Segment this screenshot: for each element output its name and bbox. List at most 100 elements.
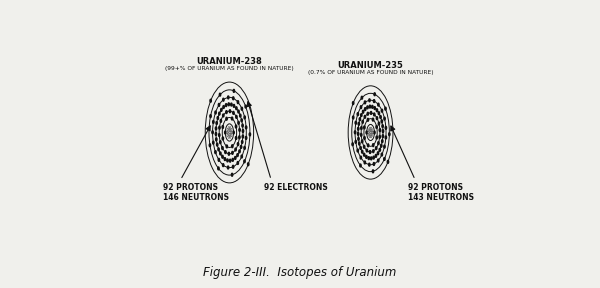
Ellipse shape xyxy=(361,127,362,130)
Ellipse shape xyxy=(364,137,365,139)
Ellipse shape xyxy=(364,115,365,118)
Ellipse shape xyxy=(357,149,358,152)
Ellipse shape xyxy=(370,131,371,134)
Text: (0.7% OF URANIUM AS FOUND IN NATURE): (0.7% OF URANIUM AS FOUND IN NATURE) xyxy=(308,70,433,75)
Ellipse shape xyxy=(226,117,227,120)
Ellipse shape xyxy=(218,158,220,161)
Ellipse shape xyxy=(233,105,235,107)
Ellipse shape xyxy=(238,110,239,113)
Ellipse shape xyxy=(233,90,235,92)
Ellipse shape xyxy=(366,149,368,152)
Ellipse shape xyxy=(362,150,363,153)
Ellipse shape xyxy=(241,119,242,122)
Ellipse shape xyxy=(235,156,236,159)
Ellipse shape xyxy=(218,167,219,170)
Ellipse shape xyxy=(360,147,361,149)
Ellipse shape xyxy=(374,113,375,116)
Ellipse shape xyxy=(368,131,369,134)
Ellipse shape xyxy=(384,145,385,148)
Ellipse shape xyxy=(377,103,379,106)
Ellipse shape xyxy=(227,166,229,169)
Ellipse shape xyxy=(378,112,380,115)
Ellipse shape xyxy=(242,124,243,127)
Ellipse shape xyxy=(367,112,368,115)
Ellipse shape xyxy=(222,147,223,149)
Ellipse shape xyxy=(377,152,379,155)
Ellipse shape xyxy=(242,135,244,138)
Ellipse shape xyxy=(236,107,237,110)
Ellipse shape xyxy=(219,126,220,129)
Ellipse shape xyxy=(222,126,223,128)
Ellipse shape xyxy=(239,128,240,131)
Ellipse shape xyxy=(380,115,381,118)
Ellipse shape xyxy=(233,131,234,134)
Ellipse shape xyxy=(378,122,380,125)
Ellipse shape xyxy=(235,148,236,151)
Ellipse shape xyxy=(230,103,232,106)
Text: 92 PROTONS
143 NEUTRONS: 92 PROTONS 143 NEUTRONS xyxy=(408,183,474,202)
Ellipse shape xyxy=(384,117,385,120)
Ellipse shape xyxy=(352,143,353,146)
Ellipse shape xyxy=(244,116,245,119)
Ellipse shape xyxy=(248,163,249,166)
Ellipse shape xyxy=(370,127,371,130)
Ellipse shape xyxy=(379,129,380,132)
Ellipse shape xyxy=(241,155,242,158)
Ellipse shape xyxy=(381,120,382,123)
Ellipse shape xyxy=(244,147,245,149)
Ellipse shape xyxy=(380,144,382,147)
Ellipse shape xyxy=(220,141,221,144)
Ellipse shape xyxy=(359,118,361,121)
Ellipse shape xyxy=(245,137,247,139)
Ellipse shape xyxy=(376,117,377,120)
Ellipse shape xyxy=(227,96,229,99)
Ellipse shape xyxy=(232,158,233,161)
Ellipse shape xyxy=(359,142,360,145)
Ellipse shape xyxy=(226,111,227,113)
Ellipse shape xyxy=(230,131,231,134)
Ellipse shape xyxy=(229,126,231,129)
Ellipse shape xyxy=(366,156,367,158)
Ellipse shape xyxy=(361,114,362,117)
Ellipse shape xyxy=(369,130,370,132)
Ellipse shape xyxy=(370,129,371,132)
Ellipse shape xyxy=(372,131,373,134)
Ellipse shape xyxy=(228,126,229,129)
Ellipse shape xyxy=(373,144,374,147)
Ellipse shape xyxy=(233,97,234,100)
Ellipse shape xyxy=(227,128,228,131)
Ellipse shape xyxy=(215,127,217,130)
Ellipse shape xyxy=(232,145,233,148)
Ellipse shape xyxy=(228,132,229,135)
Text: 92 PROTONS
146 NEUTRONS: 92 PROTONS 146 NEUTRONS xyxy=(163,183,229,202)
Ellipse shape xyxy=(371,131,372,134)
Text: (99+% OF URANIUM AS FOUND IN NATURE): (99+% OF URANIUM AS FOUND IN NATURE) xyxy=(165,67,294,71)
Text: Figure 2-III.  Isotopes of Uranium: Figure 2-III. Isotopes of Uranium xyxy=(203,266,397,279)
Ellipse shape xyxy=(367,144,369,147)
Ellipse shape xyxy=(362,120,364,123)
Ellipse shape xyxy=(225,151,226,154)
Ellipse shape xyxy=(385,107,386,110)
Ellipse shape xyxy=(236,115,237,118)
Ellipse shape xyxy=(237,101,239,104)
Ellipse shape xyxy=(370,111,372,114)
Ellipse shape xyxy=(357,113,359,115)
Ellipse shape xyxy=(358,132,359,135)
Ellipse shape xyxy=(371,135,372,138)
Ellipse shape xyxy=(233,111,234,114)
Ellipse shape xyxy=(379,148,380,151)
Ellipse shape xyxy=(385,126,386,129)
Ellipse shape xyxy=(378,142,379,145)
Ellipse shape xyxy=(364,126,365,129)
Ellipse shape xyxy=(241,145,242,148)
Ellipse shape xyxy=(228,103,229,106)
Ellipse shape xyxy=(229,159,231,162)
Ellipse shape xyxy=(373,170,374,173)
Ellipse shape xyxy=(373,162,374,165)
Ellipse shape xyxy=(389,133,390,136)
Ellipse shape xyxy=(229,131,230,134)
Ellipse shape xyxy=(355,121,356,124)
Text: 92 ELECTRONS: 92 ELECTRONS xyxy=(264,183,328,192)
Ellipse shape xyxy=(379,135,380,138)
Ellipse shape xyxy=(374,93,376,96)
